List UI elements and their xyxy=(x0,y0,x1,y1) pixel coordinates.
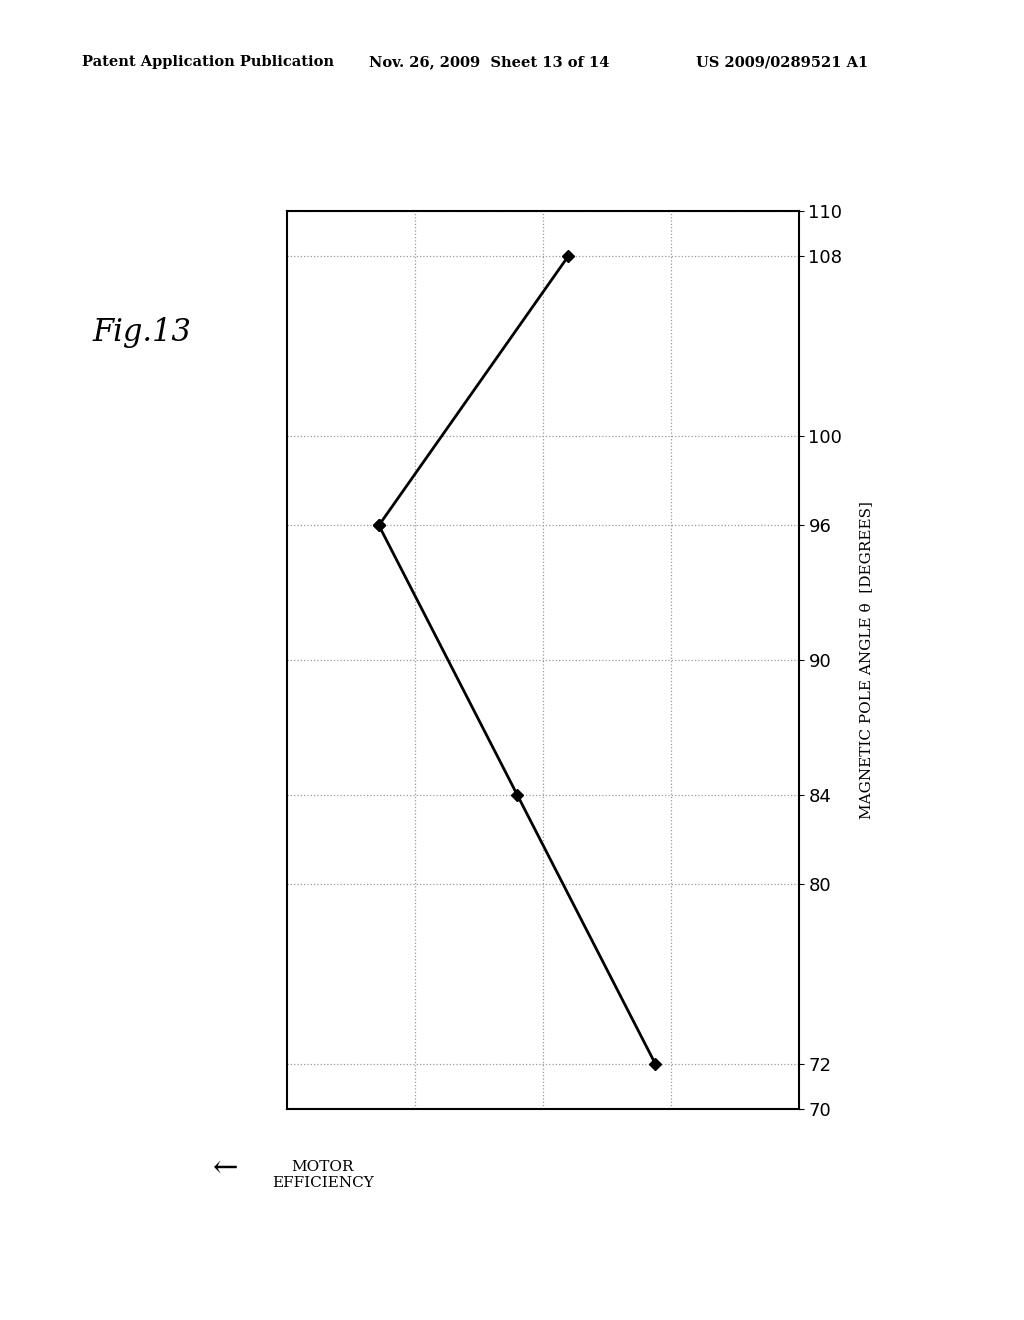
Text: Patent Application Publication: Patent Application Publication xyxy=(82,55,334,70)
Text: Fig.13: Fig.13 xyxy=(92,317,191,347)
Text: ←: ← xyxy=(213,1152,238,1184)
Text: MOTOR
EFFICIENCY: MOTOR EFFICIENCY xyxy=(271,1160,374,1189)
Y-axis label: MAGNETIC POLE ANGLE θ  [DEGREES]: MAGNETIC POLE ANGLE θ [DEGREES] xyxy=(859,502,873,818)
Text: Nov. 26, 2009  Sheet 13 of 14: Nov. 26, 2009 Sheet 13 of 14 xyxy=(369,55,609,70)
Text: US 2009/0289521 A1: US 2009/0289521 A1 xyxy=(696,55,868,70)
